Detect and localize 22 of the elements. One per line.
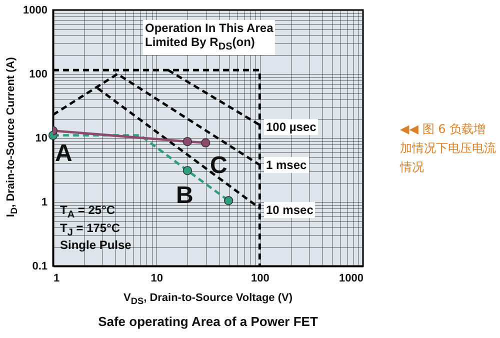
text: ◀◀ 图 6 负载增加情况下电压电流情况: [400, 121, 496, 176]
annotation: T$_{A}$ = 25°C: [60, 203, 116, 222]
annotation: T$_{J}$ = 175°C: [60, 221, 120, 238]
annotation: 1 msec: [264, 157, 309, 173]
x-axis-title: V$_{DS}$, Drain-to-Source Voltage (V): [122, 292, 294, 306]
annotation: 10 msec: [264, 202, 316, 218]
annotation: Operation In This Area Limited By R$_{DS}$(on): [143, 20, 276, 56]
y-tick-label: 100: [29, 68, 48, 80]
annotation: Single Pulse: [60, 238, 132, 252]
x-tick-label: 100: [250, 272, 270, 284]
text: Safe operating Area of a Power FET: [97, 314, 319, 329]
annotation: A: [55, 140, 72, 167]
annotation: C: [210, 152, 228, 179]
y-tick-label: 0.1: [32, 260, 48, 272]
x-tick-label: 1: [54, 272, 60, 284]
x-tick-label: 10: [150, 272, 163, 284]
y-tick-label: 1000: [23, 4, 48, 16]
annotation: 100 µsec: [264, 119, 318, 135]
y-tick-label: 10: [35, 132, 48, 144]
x-tick-label: 1000: [339, 272, 364, 284]
annotation: B: [176, 182, 194, 209]
y-tick-label: 1: [41, 196, 48, 208]
